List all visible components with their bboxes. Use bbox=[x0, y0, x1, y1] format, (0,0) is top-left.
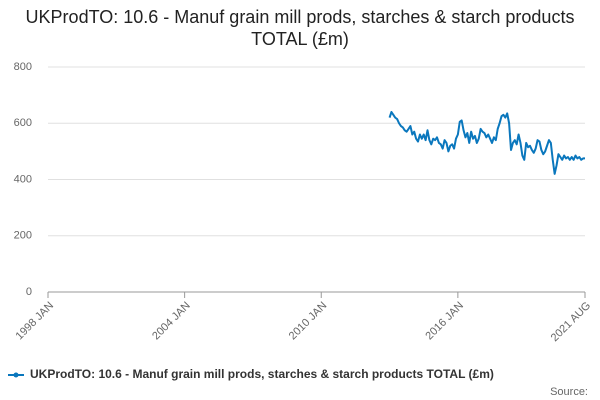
source: Source: bbox=[550, 386, 588, 398]
chart-title: UKProdTO: 10.6 - Manuf grain mill prods,… bbox=[25, 7, 575, 49]
series-line bbox=[388, 111, 585, 175]
y-tick-label: 400 bbox=[14, 173, 32, 185]
y-tick-label: 200 bbox=[14, 230, 32, 242]
x-tick-label: 2004 JAN bbox=[150, 300, 193, 343]
y-tick-label: 600 bbox=[14, 117, 32, 129]
x-tick-label: 1998 JAN bbox=[14, 300, 57, 343]
y-tick-label: 0 bbox=[26, 286, 32, 298]
y-tick-label: 800 bbox=[14, 61, 32, 73]
x-tick-label: 2021 AUG bbox=[549, 300, 593, 344]
legend-label: UKProdTO: 10.6 - Manuf grain mill prods,… bbox=[30, 367, 494, 381]
legend-marker bbox=[13, 372, 19, 378]
x-tick-label: 2016 JAN bbox=[423, 300, 466, 343]
x-tick-label: 2010 JAN bbox=[287, 300, 330, 343]
